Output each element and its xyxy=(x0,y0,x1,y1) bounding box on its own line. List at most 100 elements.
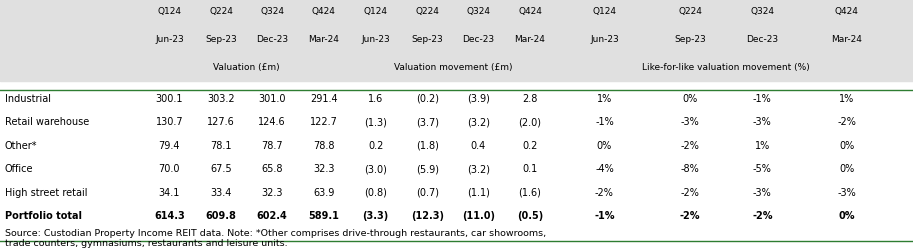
Text: 602.4: 602.4 xyxy=(257,210,288,220)
Text: 1%: 1% xyxy=(597,93,612,103)
Text: -2%: -2% xyxy=(595,187,614,197)
Text: -2%: -2% xyxy=(752,210,772,220)
Text: 78.8: 78.8 xyxy=(313,140,334,150)
Text: Valuation (£m): Valuation (£m) xyxy=(214,62,279,71)
Text: 1.6: 1.6 xyxy=(368,93,383,103)
Text: (0.5): (0.5) xyxy=(517,210,543,220)
Text: 614.3: 614.3 xyxy=(154,210,184,220)
Text: 589.1: 589.1 xyxy=(309,210,339,220)
Text: Q424: Q424 xyxy=(518,7,542,16)
Text: -3%: -3% xyxy=(753,117,771,127)
Text: (3.9): (3.9) xyxy=(467,93,490,103)
Text: High street retail: High street retail xyxy=(5,187,87,197)
Text: Mar-24: Mar-24 xyxy=(832,35,862,44)
Text: Sep-23: Sep-23 xyxy=(675,35,706,44)
Text: 130.7: 130.7 xyxy=(155,117,184,127)
Text: -5%: -5% xyxy=(753,164,771,174)
Text: 0.4: 0.4 xyxy=(471,140,486,150)
Text: Q424: Q424 xyxy=(311,7,336,16)
Text: 0%: 0% xyxy=(839,140,855,150)
Text: Jun-23: Jun-23 xyxy=(362,35,390,44)
Text: (11.0): (11.0) xyxy=(462,210,495,220)
Text: 65.8: 65.8 xyxy=(261,164,283,174)
Text: Q124: Q124 xyxy=(157,7,182,16)
Text: 303.2: 303.2 xyxy=(207,93,235,103)
Text: 33.4: 33.4 xyxy=(210,187,232,197)
Text: Q324: Q324 xyxy=(750,7,774,16)
Text: 300.1: 300.1 xyxy=(155,93,184,103)
Text: 301.0: 301.0 xyxy=(258,93,286,103)
Text: (0.8): (0.8) xyxy=(364,187,387,197)
Text: -4%: -4% xyxy=(595,164,614,174)
Text: (2.0): (2.0) xyxy=(519,117,541,127)
Text: (1.6): (1.6) xyxy=(519,187,541,197)
Text: Q224: Q224 xyxy=(209,7,233,16)
Text: (0.2): (0.2) xyxy=(415,93,439,103)
Text: 79.4: 79.4 xyxy=(159,140,180,150)
Text: Sep-23: Sep-23 xyxy=(412,35,443,44)
Text: (3.0): (3.0) xyxy=(364,164,387,174)
Text: (3.2): (3.2) xyxy=(467,164,490,174)
Text: (1.8): (1.8) xyxy=(415,140,439,150)
Text: 70.0: 70.0 xyxy=(159,164,180,174)
Text: Q124: Q124 xyxy=(593,7,616,16)
Text: Portfolio total: Portfolio total xyxy=(5,210,81,220)
Text: Source: Custodian Property Income REIT data. Note: *Other comprises drive-throug: Source: Custodian Property Income REIT d… xyxy=(5,228,546,247)
Text: Q324: Q324 xyxy=(260,7,284,16)
Text: Q324: Q324 xyxy=(467,7,490,16)
Text: Dec-23: Dec-23 xyxy=(462,35,495,44)
Text: 0.2: 0.2 xyxy=(368,140,383,150)
Text: 0%: 0% xyxy=(839,164,855,174)
Text: Retail warehouse: Retail warehouse xyxy=(5,117,89,127)
Text: 122.7: 122.7 xyxy=(310,117,338,127)
Text: Q424: Q424 xyxy=(834,7,859,16)
Text: 1%: 1% xyxy=(839,93,855,103)
Text: (3.3): (3.3) xyxy=(362,210,389,220)
Text: Q224: Q224 xyxy=(415,7,439,16)
Text: Q224: Q224 xyxy=(678,7,702,16)
Text: 127.6: 127.6 xyxy=(207,117,235,127)
Text: 2.8: 2.8 xyxy=(522,93,538,103)
Text: 0%: 0% xyxy=(838,210,855,220)
Text: -2%: -2% xyxy=(681,187,699,197)
Text: -3%: -3% xyxy=(837,187,856,197)
Text: Mar-24: Mar-24 xyxy=(515,35,545,44)
Text: Jun-23: Jun-23 xyxy=(155,35,184,44)
Text: 78.7: 78.7 xyxy=(261,140,283,150)
Text: Other*: Other* xyxy=(5,140,37,150)
Text: Dec-23: Dec-23 xyxy=(746,35,779,44)
Text: 32.3: 32.3 xyxy=(261,187,283,197)
Text: -3%: -3% xyxy=(753,187,771,197)
Text: 34.1: 34.1 xyxy=(159,187,180,197)
Text: (5.9): (5.9) xyxy=(415,164,439,174)
Text: -1%: -1% xyxy=(595,117,614,127)
Text: -1%: -1% xyxy=(594,210,614,220)
Text: Jun-23: Jun-23 xyxy=(590,35,619,44)
Text: 0%: 0% xyxy=(597,140,612,150)
Text: -8%: -8% xyxy=(681,164,699,174)
Text: 0%: 0% xyxy=(683,93,698,103)
Text: -2%: -2% xyxy=(680,210,700,220)
Text: 67.5: 67.5 xyxy=(210,164,232,174)
Text: 0.1: 0.1 xyxy=(522,164,538,174)
Text: -1%: -1% xyxy=(753,93,771,103)
Text: Sep-23: Sep-23 xyxy=(205,35,236,44)
Text: -2%: -2% xyxy=(837,117,856,127)
Text: Q124: Q124 xyxy=(363,7,388,16)
Text: Like-for-like valuation movement (%): Like-for-like valuation movement (%) xyxy=(643,62,810,71)
Text: 78.1: 78.1 xyxy=(210,140,232,150)
Text: Valuation movement (£m): Valuation movement (£m) xyxy=(394,62,512,71)
Text: 1%: 1% xyxy=(755,140,770,150)
Bar xyxy=(0,0,913,82)
Text: (1.3): (1.3) xyxy=(364,117,387,127)
Text: 291.4: 291.4 xyxy=(310,93,338,103)
Text: 63.9: 63.9 xyxy=(313,187,334,197)
Text: 609.8: 609.8 xyxy=(205,210,236,220)
Text: (3.7): (3.7) xyxy=(415,117,439,127)
Text: (0.7): (0.7) xyxy=(415,187,439,197)
Text: Office: Office xyxy=(5,164,33,174)
Text: 32.3: 32.3 xyxy=(313,164,334,174)
Text: (12.3): (12.3) xyxy=(411,210,444,220)
Text: 0.2: 0.2 xyxy=(522,140,538,150)
Text: -3%: -3% xyxy=(681,117,699,127)
